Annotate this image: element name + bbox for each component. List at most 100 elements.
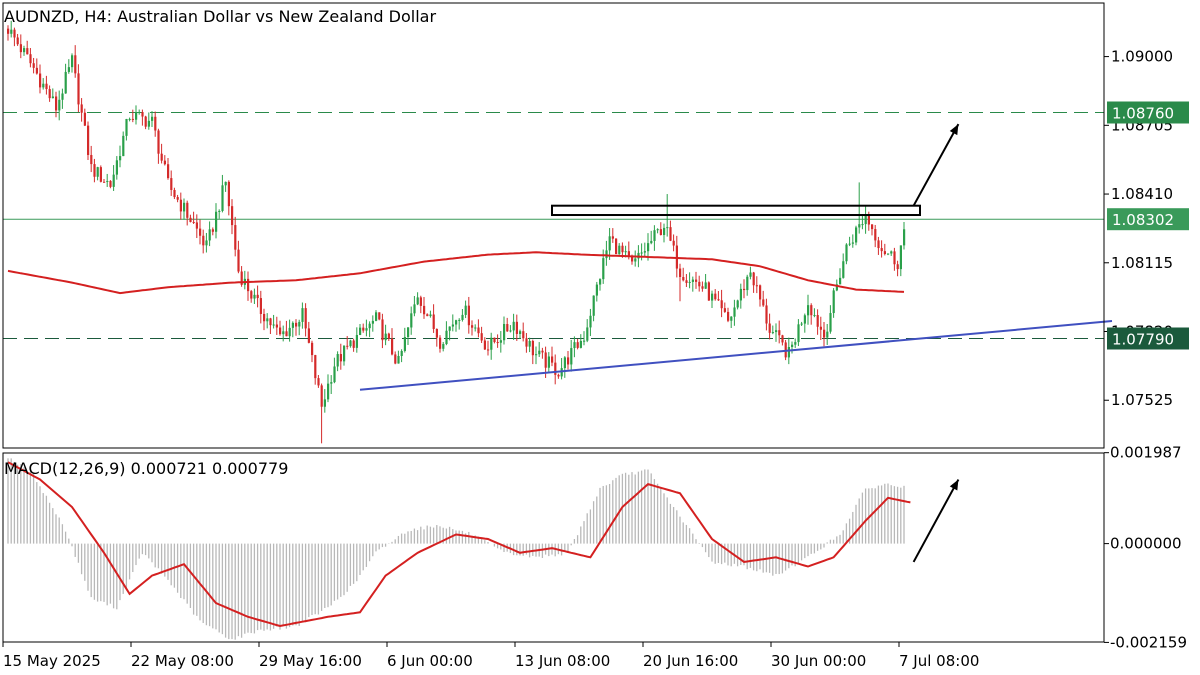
- candle-body: [839, 277, 842, 285]
- candle-body: [643, 251, 646, 253]
- candle-body: [259, 298, 262, 314]
- axes: 1.090001.087051.084101.081151.078201.075…: [2, 2, 1189, 670]
- candle-body: [144, 116, 147, 127]
- candle-body: [794, 342, 797, 345]
- candle-body: [215, 211, 218, 232]
- x-tick-label: 30 Jun 00:00: [771, 652, 866, 670]
- candle-body: [195, 222, 198, 229]
- candle-body: [403, 337, 406, 351]
- candle-body: [275, 324, 278, 328]
- candle-body: [39, 73, 42, 88]
- candle-body: [653, 230, 656, 241]
- candle-body: [736, 300, 739, 308]
- price-level-label: 1.08760: [1112, 105, 1174, 123]
- candle-body: [55, 96, 58, 111]
- candle-body: [618, 245, 621, 255]
- candle-body: [451, 324, 454, 327]
- candle-body: [720, 300, 723, 309]
- candle-body: [659, 229, 662, 235]
- candle-body: [583, 340, 586, 342]
- macd-tick-label: -0.002159: [1110, 633, 1187, 651]
- candle-body: [231, 206, 234, 226]
- candle-body: [125, 118, 128, 136]
- candle-body: [375, 312, 378, 321]
- candle-body: [32, 63, 35, 68]
- candle-body: [647, 243, 650, 252]
- candle-body: [851, 242, 854, 244]
- candle-body: [458, 319, 461, 321]
- candle-body: [173, 189, 176, 198]
- candle-body: [563, 357, 566, 369]
- x-tick-label: 7 Jul 08:00: [899, 652, 979, 670]
- candle-body: [499, 340, 502, 343]
- candle-body: [707, 282, 710, 301]
- candle-body: [285, 331, 288, 337]
- candle-body: [551, 356, 554, 363]
- candle-body: [119, 156, 122, 161]
- candle-body: [131, 118, 134, 120]
- candle-body: [762, 299, 765, 306]
- candle-body: [541, 350, 544, 353]
- x-tick-label: 29 May 16:00: [259, 652, 362, 670]
- candle-body: [679, 268, 682, 278]
- candle-body: [515, 321, 518, 334]
- price-tick-label: 1.07525: [1111, 391, 1173, 409]
- price-pane: [3, 20, 1113, 444]
- candle-body: [234, 225, 237, 250]
- candle-body: [381, 319, 384, 341]
- candle-body: [221, 185, 224, 211]
- candle-body: [45, 83, 48, 90]
- macd-label: MACD(12,26,9) 0.000721 0.000779: [4, 459, 288, 478]
- price-tick-label: 1.08115: [1111, 254, 1173, 272]
- candle-body: [314, 355, 317, 379]
- candle-body: [397, 356, 400, 364]
- candle-body: [13, 29, 16, 38]
- candle-body: [151, 116, 154, 121]
- candle-body: [733, 307, 736, 317]
- candle-body: [487, 349, 490, 351]
- candle-body: [298, 321, 301, 327]
- candle-body: [535, 354, 538, 356]
- candle-body: [483, 340, 486, 350]
- candle-body: [666, 227, 669, 229]
- candle-body: [893, 251, 896, 265]
- candle-body: [167, 164, 170, 179]
- candle-body: [723, 308, 726, 312]
- x-tick-label: 15 May 2025: [3, 652, 101, 670]
- candle-body: [813, 315, 816, 317]
- candle-body: [842, 261, 845, 278]
- candle-body: [672, 240, 675, 246]
- candle-body: [752, 272, 755, 286]
- candle-body: [71, 55, 74, 68]
- price-frame: [2, 2, 1105, 449]
- candle-body: [688, 281, 691, 283]
- candle-body: [80, 104, 83, 113]
- candle-body: [698, 281, 701, 287]
- candle-body: [624, 251, 627, 253]
- candle-body: [855, 227, 858, 243]
- candle-body: [615, 238, 618, 255]
- candle-body: [64, 71, 67, 94]
- macd-signal-line: [7, 461, 911, 628]
- candle-body: [51, 96, 54, 99]
- candle-body: [778, 330, 781, 336]
- candle-body: [576, 342, 579, 348]
- candle-body: [343, 345, 346, 362]
- candle-body: [224, 181, 227, 186]
- candle-body: [877, 240, 880, 249]
- candle-body: [848, 243, 851, 245]
- candle-body: [227, 181, 230, 207]
- candle-body: [602, 258, 605, 280]
- candle-body: [199, 228, 202, 236]
- candle-body: [781, 335, 784, 343]
- candle-body: [755, 285, 758, 287]
- candle-body: [141, 112, 144, 117]
- candle-body: [368, 323, 371, 329]
- candle-body: [835, 284, 838, 291]
- candle-body: [439, 337, 442, 349]
- candle-body: [743, 288, 746, 291]
- candle-body: [701, 286, 704, 289]
- candle-body: [579, 340, 582, 348]
- candle-body: [797, 324, 800, 343]
- candle-body: [887, 253, 890, 255]
